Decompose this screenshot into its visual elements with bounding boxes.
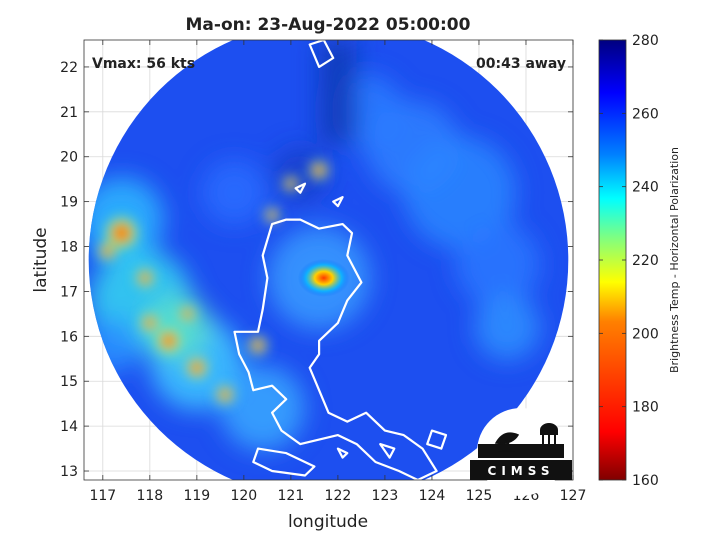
x-tick-labels: 117 118 119 120 121 122 123 124 125 126 127 [89, 488, 586, 504]
colorbar-ticks: 160 180 200 220 240 260 280 [599, 33, 659, 489]
water-tower-icon [540, 423, 558, 446]
rain-band-spot-4 [182, 353, 211, 382]
vmax-annotation: Vmax: 56 kts [92, 56, 195, 72]
cloud-blob-7 [403, 136, 517, 250]
logo-banner [470, 460, 572, 480]
cloud-blob-4 [220, 365, 305, 451]
x-tick-label-125: 125 [466, 488, 493, 504]
coastline-island-0 [308, 40, 335, 69]
x-tick-label-121: 121 [278, 488, 305, 504]
coastline-island-3 [379, 443, 396, 459]
logo-ground [478, 444, 564, 458]
y-tick-label-20: 20 [60, 150, 78, 166]
colorbar-tick-label-280: 280 [632, 33, 659, 49]
eyewall-core [297, 259, 350, 297]
cloud-blob-11 [201, 159, 268, 226]
coastline-island-4 [252, 447, 316, 477]
cloud-blob-8 [455, 222, 541, 307]
colorbar-tick-label-160: 160 [632, 473, 659, 489]
colorbar-tick-label-260: 260 [632, 106, 659, 122]
x-tick-label-127: 127 [560, 488, 587, 504]
cloud-blob-9 [474, 294, 541, 361]
rain-band-spot-2 [152, 324, 186, 358]
x-tick-label-120: 120 [230, 488, 257, 504]
y-tick-label-18: 18 [60, 240, 78, 256]
coastline-island-6 [426, 429, 448, 450]
x-tick-label-118: 118 [136, 488, 163, 504]
rain-band-spot-9 [307, 158, 331, 182]
x-tick-label-117: 117 [89, 488, 116, 504]
rain-band-spot-5 [177, 303, 198, 325]
brightness-temperature-field [88, 40, 569, 480]
y-tick-label-15: 15 [60, 374, 78, 390]
x-tick-label-123: 123 [372, 488, 399, 504]
y-tick-label-22: 22 [60, 60, 78, 76]
dark-swath-strip [319, 40, 357, 144]
time-offset-annotation: 00:43 away [476, 56, 566, 72]
rain-band-spot-10 [262, 205, 282, 225]
rain-band-spot-1 [95, 239, 120, 263]
cimss-logo: CIMSS [470, 408, 572, 496]
rain-band-spot-6 [246, 333, 270, 358]
satellite-dish-icon [494, 432, 520, 452]
eyewall-glow [297, 259, 350, 297]
coastline-island-5 [336, 447, 349, 459]
chart-title: Ma-on: 23-Aug-2022 05:00:00 [186, 15, 471, 35]
y-tick-label-17: 17 [60, 284, 78, 300]
rain-band-spot-11 [133, 266, 157, 290]
x-tick-label-119: 119 [183, 488, 210, 504]
y-tick-label-19: 19 [60, 195, 78, 211]
coastline-island-1 [332, 196, 344, 208]
axes-frame [83, 39, 574, 481]
x-tick-label-122: 122 [325, 488, 352, 504]
rain-band-spot-7 [213, 382, 237, 407]
coastline-luzon [233, 218, 438, 480]
y-axis-label: latitude [31, 227, 51, 292]
colorbar-label: Brightness Temp - Horizontal Polarizatio… [668, 147, 681, 373]
colorbar: 160 180 200 220 240 260 280 Brightness Temp - … [598, 33, 681, 489]
colorbar-gradient [598, 39, 627, 481]
colorbar-tick-label-200: 200 [632, 326, 659, 342]
y-tick-label-13: 13 [60, 464, 78, 480]
axis-ticks [84, 40, 574, 480]
colorbar-tick-label-240: 240 [632, 180, 659, 196]
y-tick-label-16: 16 [60, 329, 78, 345]
coastline-island-2 [294, 182, 307, 194]
y-tick-label-21: 21 [60, 105, 78, 121]
x-axis-label: longitude [288, 512, 368, 532]
colorbar-tick-label-180: 180 [632, 400, 659, 416]
logo-text: CIMSS [488, 464, 555, 478]
rain-band-spot-3 [138, 311, 162, 335]
y-tick-label-14: 14 [60, 419, 78, 435]
colorbar-tick-label-220: 220 [632, 253, 659, 269]
y-tick-labels: 13 14 15 16 17 18 19 20 21 22 [60, 60, 78, 480]
x-tick-label-124: 124 [419, 488, 446, 504]
